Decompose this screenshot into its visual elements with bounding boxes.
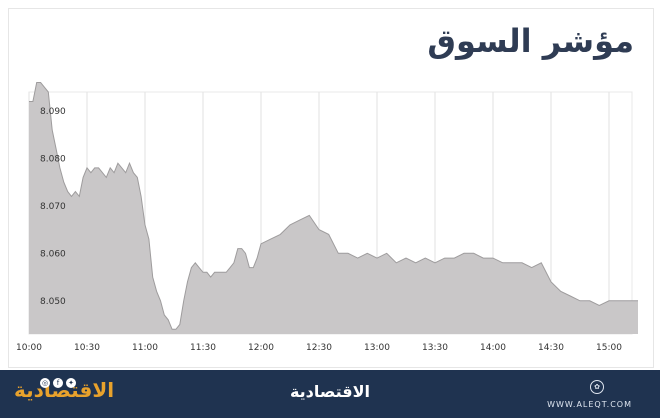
x-tick-label: 13:30 xyxy=(422,343,448,353)
brand-logo-left: الاقتصادية xyxy=(14,378,115,402)
facebook-icon[interactable]: f xyxy=(53,378,63,388)
website-url[interactable]: WWW.ALEQT.COM xyxy=(547,400,632,409)
x-tick-label: 11:00 xyxy=(132,343,158,353)
series-area xyxy=(29,82,638,334)
instagram-icon[interactable]: ◎ xyxy=(40,378,50,388)
chart-title: مؤشر السوق xyxy=(427,22,634,60)
x-tick-label: 14:30 xyxy=(538,343,564,353)
x-tick-label: 14:00 xyxy=(480,343,506,353)
y-tick-label: 8.080 xyxy=(40,154,66,164)
footer-bar: الاقتصادية ◎ f ✦ الاقتصادية ✿ WWW.ALEQT.… xyxy=(0,370,660,418)
y-tick-label: 8.090 xyxy=(40,107,66,117)
emblem-icon: ✿ xyxy=(590,380,604,394)
series-line xyxy=(29,82,638,330)
x-tick-label: 11:30 xyxy=(190,343,216,353)
x-tick-label: 12:30 xyxy=(306,343,332,353)
social-icons: ◎ f ✦ xyxy=(40,378,76,388)
brand-logo-center: الاقتصادية xyxy=(289,382,371,401)
x-tick-label: 15:00 xyxy=(596,343,622,353)
x-tick-label: 12:00 xyxy=(248,343,274,353)
y-tick-label: 8.050 xyxy=(40,297,66,307)
y-tick-label: 8.060 xyxy=(40,249,66,259)
x-tick-label: 10:00 xyxy=(16,343,42,353)
twitter-icon[interactable]: ✦ xyxy=(66,378,76,388)
y-tick-label: 8.070 xyxy=(40,202,66,212)
x-tick-label: 10:30 xyxy=(74,343,100,353)
x-tick-label: 13:00 xyxy=(364,343,390,353)
